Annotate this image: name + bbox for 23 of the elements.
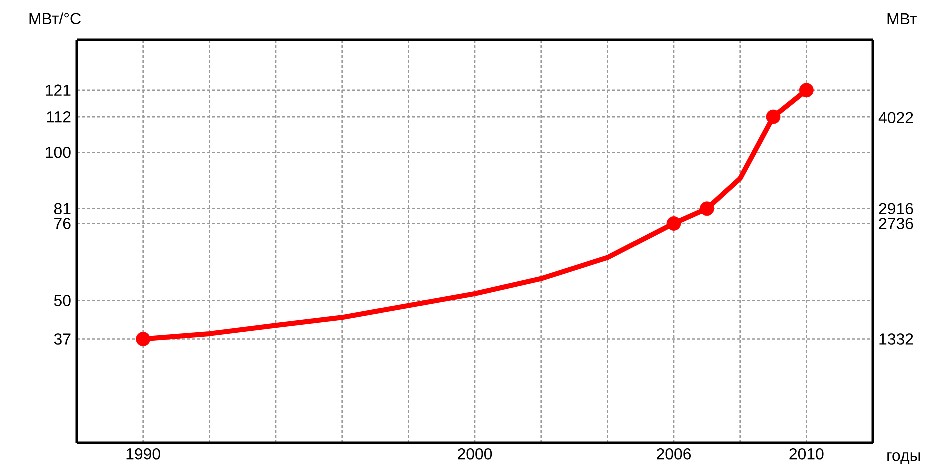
point <box>799 83 814 98</box>
y2-tick-label: 2916 <box>879 203 914 215</box>
y-tick-label: 37 <box>54 334 71 345</box>
y-tick-label: 50 <box>54 295 71 306</box>
x-tick-label: 1990 <box>126 448 160 460</box>
point <box>136 332 151 346</box>
y-tick-label: 121 <box>46 84 71 96</box>
y2-axis-title: МВт <box>888 14 917 24</box>
y2-tick-label: 1332 <box>880 334 914 345</box>
point <box>700 202 714 216</box>
x-axis-title: годы <box>888 452 920 464</box>
x-tick-label: 2010 <box>790 448 824 460</box>
y-tick-label: 76 <box>54 218 71 230</box>
point <box>666 216 682 231</box>
y2-tick-label: 4022 <box>878 112 914 124</box>
y-axis-title: МВт/°C <box>30 12 81 24</box>
y2-tick-label: 2736 <box>879 218 914 230</box>
y-tick-label: 81 <box>54 203 71 215</box>
x-tick-label: 2006 <box>657 448 692 460</box>
point <box>766 110 781 124</box>
y-tick-label: 100 <box>46 146 71 158</box>
y-tick-label: 112 <box>47 111 71 123</box>
x-tick-label: 2000 <box>458 448 492 460</box>
